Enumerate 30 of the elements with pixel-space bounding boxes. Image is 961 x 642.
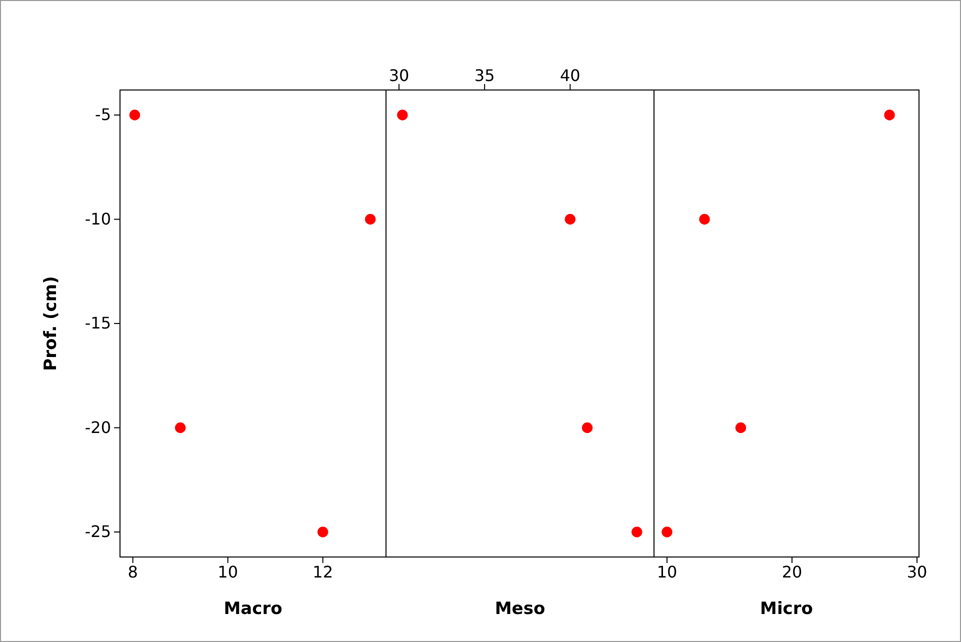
x-tick-label: 35 (474, 66, 495, 85)
x-tick-label: 30 (906, 562, 928, 582)
y-tick-label: -10 (84, 209, 111, 228)
point (397, 110, 408, 120)
y-axis-title: Prof. (cm) (41, 276, 61, 371)
x-tick-label: 10 (656, 562, 678, 582)
point (564, 214, 576, 225)
x-tick-label: 8 (128, 562, 138, 582)
x-axis-title: Macro (224, 599, 282, 619)
point (317, 526, 328, 538)
point (364, 214, 376, 225)
point (582, 422, 593, 434)
y-tick-label: -25 (84, 522, 111, 542)
y-tick-label: -20 (84, 418, 111, 437)
point (174, 422, 186, 434)
x-axis-title: Meso (494, 599, 546, 619)
x-tick-label: 30 (388, 66, 410, 85)
x-tick-label: 12 (312, 562, 334, 582)
x-tick-label: 40 (560, 66, 580, 85)
y-tick-label: -5 (95, 105, 111, 124)
point (662, 526, 672, 538)
x-tick-label: 10 (218, 562, 238, 582)
point (884, 110, 895, 120)
point (129, 110, 140, 120)
point (699, 214, 710, 225)
point (632, 526, 642, 538)
x-tick-label: 20 (782, 562, 802, 582)
x-axis-title: Micro (760, 599, 813, 619)
y-tick-label: -15 (84, 314, 111, 333)
point (735, 422, 746, 434)
